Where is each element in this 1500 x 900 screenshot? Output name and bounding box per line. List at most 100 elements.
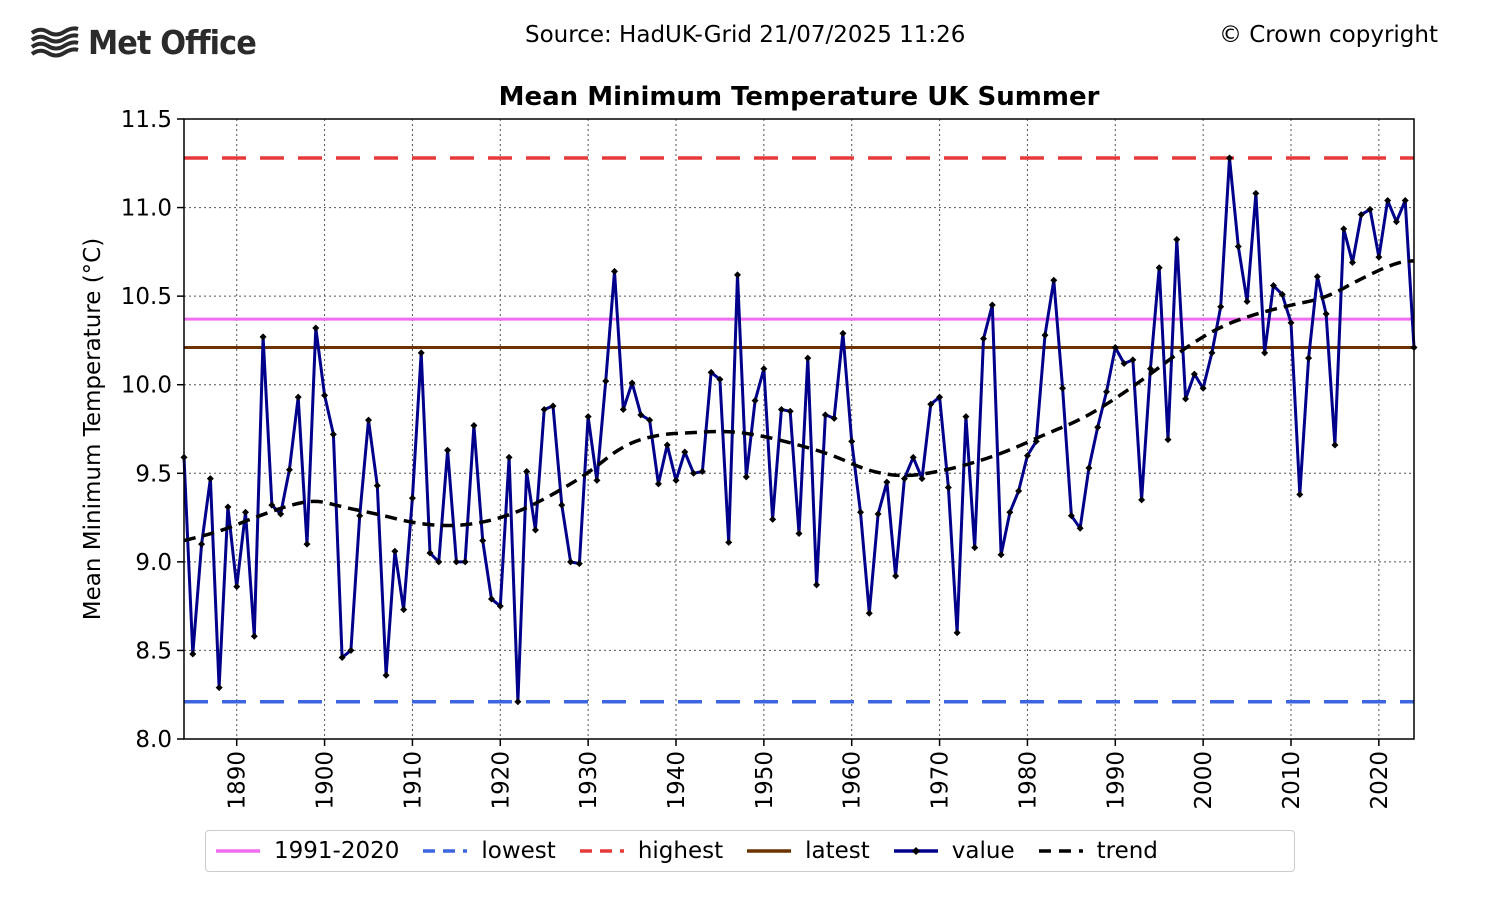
- legend-swatch: [1038, 849, 1083, 853]
- value-point: [1006, 508, 1014, 516]
- y-tick-label: 11.5: [121, 107, 172, 133]
- value-point: [1278, 290, 1286, 298]
- value-point: [215, 684, 223, 692]
- value-point: [751, 397, 759, 405]
- met-office-logo: Met Office: [30, 22, 271, 62]
- y-axis-label: Mean Minimum Temperature (°C): [80, 238, 106, 620]
- value-point: [575, 560, 583, 568]
- y-tick-label: 10.5: [121, 284, 172, 310]
- value-point: [444, 446, 452, 454]
- value-point: [1173, 235, 1181, 243]
- value-point: [865, 609, 873, 617]
- value-point: [1349, 258, 1356, 266]
- y-tick-label: 8.0: [135, 727, 172, 753]
- value-point: [356, 512, 364, 520]
- value-point: [1085, 464, 1093, 472]
- value-point: [725, 538, 733, 546]
- x-tick-label: 1950: [752, 751, 778, 810]
- value-point: [883, 478, 891, 486]
- value-point: [944, 483, 952, 491]
- legend-item-value: value: [892, 838, 1015, 864]
- value-point: [400, 606, 408, 614]
- y-tick-label: 9.5: [135, 461, 172, 487]
- value-point: [1287, 319, 1295, 327]
- value-point: [285, 466, 293, 474]
- value-point: [567, 558, 575, 566]
- value-point: [1322, 310, 1330, 318]
- value-point: [786, 407, 794, 415]
- value-point: [321, 391, 329, 399]
- legend-label: lowest: [481, 838, 556, 864]
- legend-item-lowest: lowest: [421, 838, 556, 864]
- value-point: [312, 324, 320, 332]
- value-point: [1129, 356, 1137, 364]
- value-point: [1076, 524, 1084, 532]
- x-tick-label: 1890: [225, 751, 251, 810]
- value-point: [1331, 441, 1339, 449]
- value-point: [1023, 452, 1031, 460]
- chart-legend: 1991-2020 lowest highest latest value trend: [205, 830, 1295, 872]
- value-point: [505, 453, 513, 461]
- value-point: [637, 411, 645, 419]
- x-tick-label: 1940: [664, 751, 690, 810]
- value-point: [971, 544, 979, 552]
- value-point: [1375, 253, 1383, 261]
- value-point: [681, 448, 689, 456]
- value-point: [742, 473, 750, 481]
- value-point: [452, 558, 460, 566]
- value-point: [523, 468, 531, 476]
- trend-line: [183, 258, 1415, 543]
- x-tick-label: 1930: [576, 751, 602, 810]
- value-point: [769, 515, 777, 523]
- value-point: [1138, 496, 1146, 504]
- value-point: [391, 547, 399, 555]
- value-point: [1094, 423, 1102, 431]
- y-tick-label: 8.5: [135, 638, 172, 664]
- value-point: [654, 480, 662, 488]
- legend-label: value: [951, 838, 1015, 864]
- value-point: [821, 411, 829, 419]
- value-point: [1269, 282, 1277, 290]
- value-point: [716, 375, 724, 383]
- legend-label: 1991-2020: [274, 838, 400, 864]
- value-point: [619, 406, 627, 414]
- value-point: [1111, 344, 1119, 352]
- legend-item-highest: highest: [578, 838, 723, 864]
- value-point: [1190, 370, 1198, 378]
- value-point: [672, 476, 680, 484]
- value-point: [1384, 196, 1392, 204]
- value-point: [611, 267, 618, 275]
- value-point: [1234, 243, 1242, 251]
- value-point: [540, 406, 548, 414]
- value-point: [435, 558, 443, 566]
- x-tick-label: 1910: [400, 751, 426, 810]
- x-tick-label: 2020: [1367, 751, 1393, 810]
- met-office-wave-icon: [30, 26, 79, 58]
- value-point: [804, 354, 812, 362]
- value-point: [874, 510, 882, 518]
- value-point: [250, 632, 258, 640]
- value-point: [242, 508, 249, 516]
- value-point: [1401, 196, 1409, 204]
- value-point: [514, 698, 522, 706]
- data-series: [180, 154, 1418, 706]
- value-point: [892, 572, 900, 580]
- value-point: [918, 475, 926, 483]
- value-point: [417, 349, 425, 357]
- x-tick-label: 1920: [488, 751, 514, 810]
- value-point: [1199, 384, 1207, 392]
- value-point: [1296, 491, 1304, 499]
- value-point: [461, 558, 469, 566]
- x-tick-label: 1970: [928, 751, 954, 810]
- value-point: [980, 335, 987, 343]
- value-point: [1120, 359, 1128, 367]
- value-point: [1050, 276, 1058, 284]
- value-point: [1226, 154, 1233, 162]
- value-point: [558, 501, 566, 509]
- logo-text: Met Office: [88, 22, 257, 62]
- x-tick-label: 1900: [313, 751, 339, 810]
- value-point: [426, 549, 434, 557]
- value-point: [1015, 487, 1023, 495]
- value-point: [602, 377, 610, 385]
